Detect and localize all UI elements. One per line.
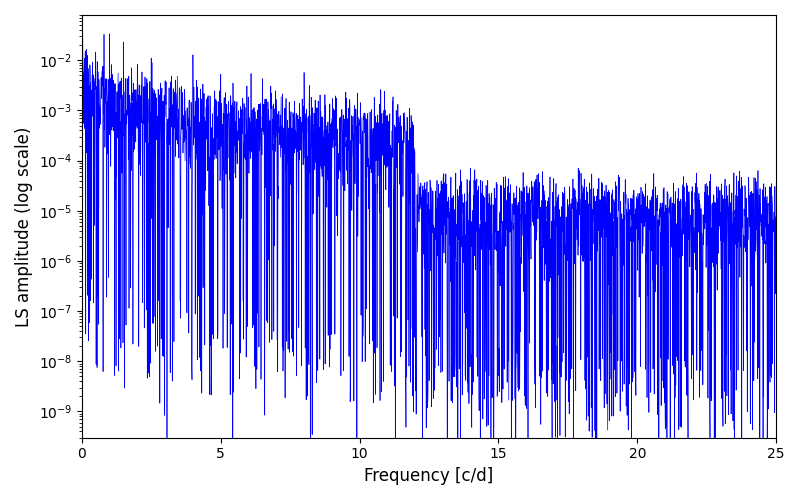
X-axis label: Frequency [c/d]: Frequency [c/d]: [364, 467, 494, 485]
Y-axis label: LS amplitude (log scale): LS amplitude (log scale): [15, 126, 33, 326]
